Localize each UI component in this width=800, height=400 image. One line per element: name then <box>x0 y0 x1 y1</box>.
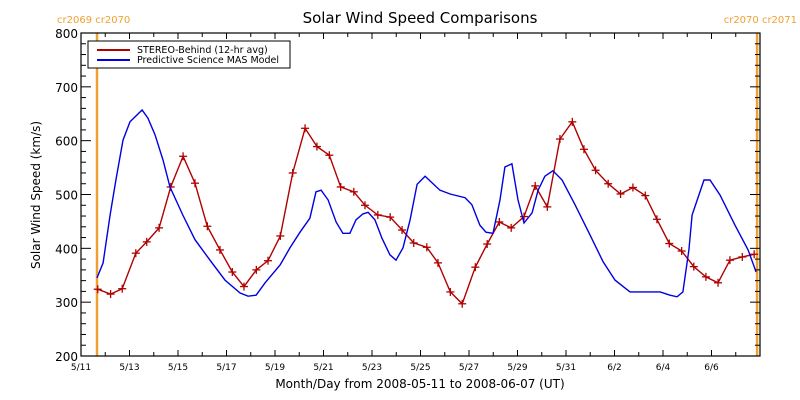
data-point <box>520 212 529 221</box>
data-point <box>131 249 140 258</box>
data-point <box>641 191 650 200</box>
data-point <box>422 243 431 252</box>
x-tick-label: 5/23 <box>362 363 382 373</box>
data-point <box>714 278 723 287</box>
legend-box <box>87 40 291 69</box>
x-tick-label: 6/6 <box>704 363 719 373</box>
y-tick-label: 700 <box>55 81 78 95</box>
data-point <box>689 262 698 271</box>
x-tick-label: 5/27 <box>459 363 479 373</box>
y-tick-label: 500 <box>55 189 78 203</box>
x-axis: 5/11 5/13 5/15 5/17 5/19 5/21 5/23 5/25 5/27 5/29… <box>71 33 761 373</box>
data-point <box>555 135 564 144</box>
data-point <box>312 142 321 151</box>
data-point <box>531 181 540 190</box>
x-tick-label: 5/17 <box>216 363 236 373</box>
data-point <box>155 223 164 232</box>
data-point <box>738 252 747 261</box>
series-group <box>93 108 759 308</box>
data-point <box>239 282 248 291</box>
legend-label-mas: Predictive Science MAS Model <box>137 55 279 66</box>
legend: STEREO-Behind (12-hr avg) Predictive Sci… <box>87 40 291 69</box>
data-point <box>409 238 418 247</box>
data-point <box>507 223 516 232</box>
data-point <box>373 210 382 219</box>
chart-title: Solar Wind Speed Comparisons <box>303 9 538 27</box>
x-tick-label: 5/21 <box>313 363 333 373</box>
x-tick-label: 5/25 <box>410 363 430 373</box>
data-point <box>301 124 310 133</box>
x-axis-label: Month/Day from 2008-05-11 to 2008-06-07 … <box>275 377 564 391</box>
y-tick-label: 800 <box>55 27 78 41</box>
data-point <box>203 222 212 231</box>
x-tick-label: 6/4 <box>656 363 671 373</box>
data-point <box>652 215 661 224</box>
data-point <box>677 247 686 256</box>
series-line-stereo <box>97 120 755 306</box>
data-point <box>433 258 442 267</box>
data-point <box>288 168 297 177</box>
plot-frame <box>80 32 761 357</box>
x-tick-label: 5/13 <box>119 363 139 373</box>
data-point <box>252 265 261 274</box>
data-point <box>93 285 102 294</box>
data-point <box>458 299 467 308</box>
data-point <box>215 245 224 254</box>
data-point <box>725 256 734 265</box>
data-point <box>336 182 345 191</box>
data-point <box>591 166 600 175</box>
data-point <box>471 263 480 272</box>
y-tick-label: 600 <box>55 135 78 149</box>
data-point <box>483 240 492 249</box>
y-axis: 200 300 400 500 600 700 800 <box>55 27 760 364</box>
data-point <box>228 268 237 277</box>
data-point <box>495 217 504 226</box>
data-point <box>190 179 199 188</box>
data-point <box>616 189 625 198</box>
data-point <box>142 237 151 246</box>
legend-label-stereo: STEREO-Behind (12-hr avg) <box>137 45 268 56</box>
data-point <box>750 250 759 259</box>
data-point <box>579 145 588 154</box>
x-tick-label: 5/19 <box>265 363 285 373</box>
data-point <box>386 213 395 222</box>
data-point <box>701 272 710 281</box>
y-axis-label: Solar Wind Speed (km/s) <box>29 121 43 269</box>
x-tick-label: 5/29 <box>507 363 527 373</box>
data-point <box>276 231 285 240</box>
data-point <box>106 290 115 299</box>
x-tick-label: 5/15 <box>168 363 188 373</box>
data-point <box>398 226 407 235</box>
data-point <box>628 183 637 192</box>
data-point <box>179 152 188 161</box>
data-point <box>604 179 613 188</box>
data-point <box>263 256 272 265</box>
data-point <box>665 239 674 248</box>
data-point <box>349 187 358 196</box>
y-tick-label: 400 <box>55 242 78 256</box>
carrington-marker-lines <box>95 33 759 356</box>
data-point <box>446 287 455 296</box>
carrington-labels: cr2069 cr2070 cr2070 cr2071 <box>57 15 797 26</box>
data-point <box>118 284 127 293</box>
data-point <box>568 117 577 126</box>
data-point <box>543 202 552 211</box>
carrington-label: cr2070 cr2071 <box>724 15 797 26</box>
y-tick-label: 200 <box>55 350 78 364</box>
series-line-mas <box>96 108 757 298</box>
x-tick-label: 5/31 <box>556 363 576 373</box>
data-point <box>360 201 369 210</box>
y-tick-label: 300 <box>55 296 78 310</box>
x-tick-label: 5/11 <box>71 363 91 373</box>
carrington-label: cr2069 cr2070 <box>57 15 130 26</box>
data-point <box>325 151 334 160</box>
x-tick-label: 6/2 <box>607 363 621 373</box>
